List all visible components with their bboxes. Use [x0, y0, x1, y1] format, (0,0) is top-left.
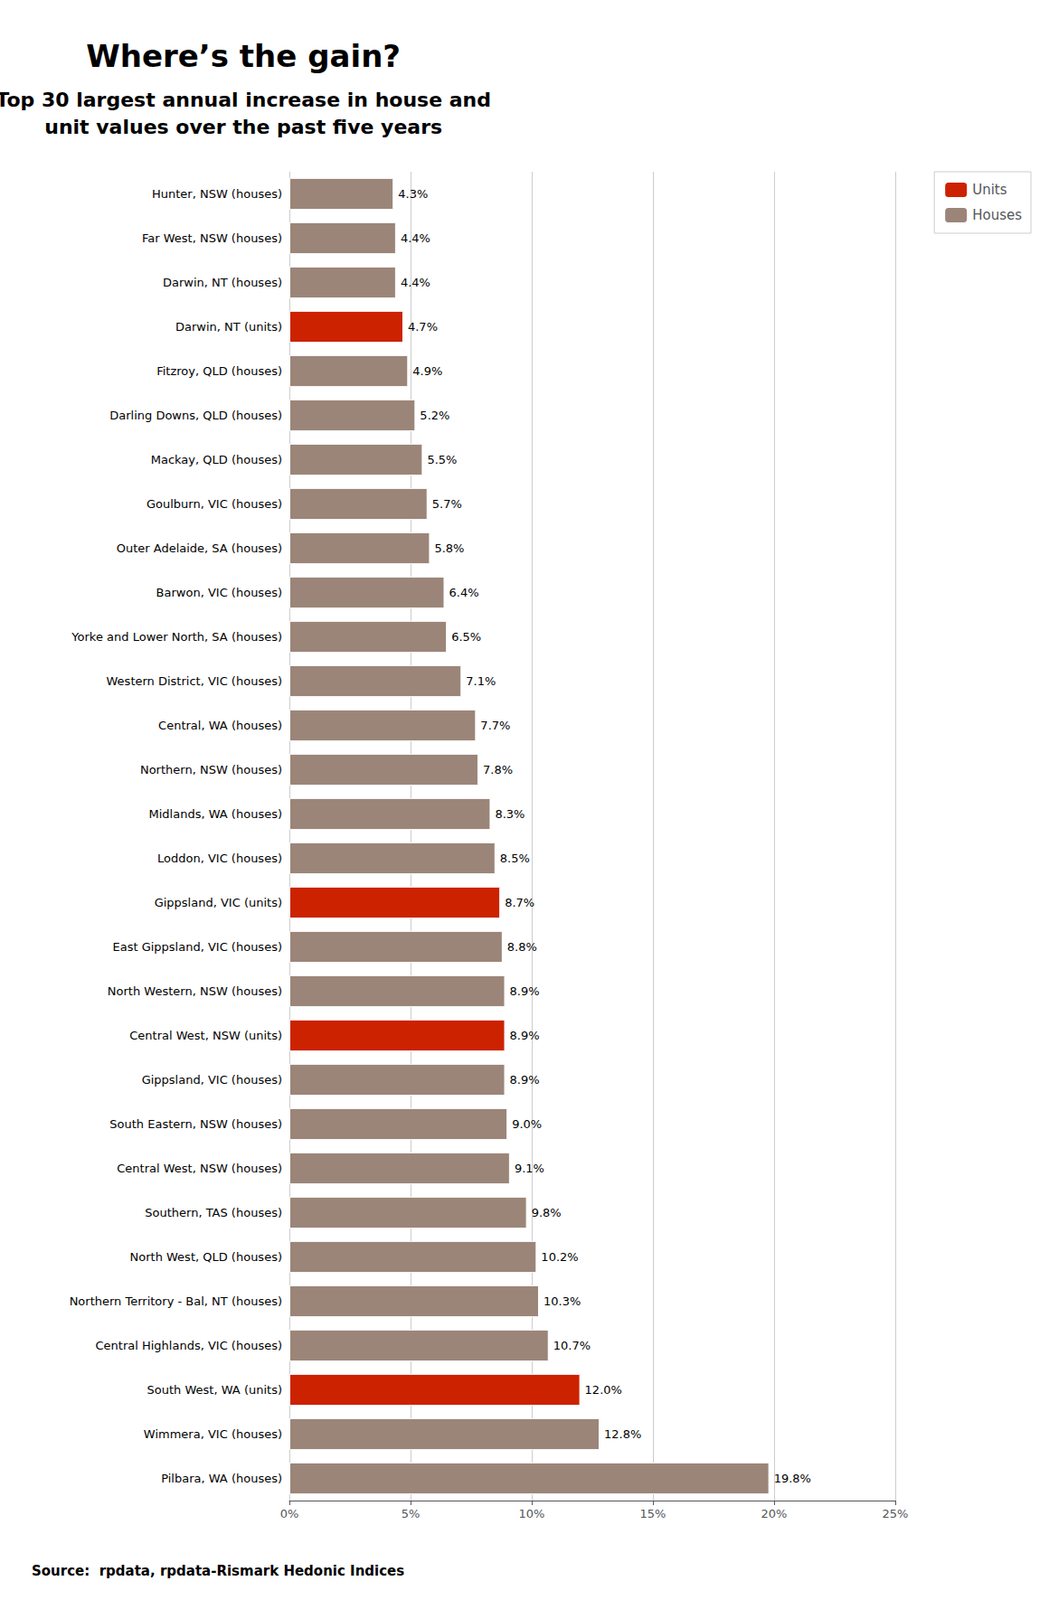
svg-text:Hunter, NSW (houses): Hunter, NSW (houses) — [151, 187, 283, 201]
svg-text:4.4%: 4.4% — [400, 231, 431, 246]
svg-text:8.9%: 8.9% — [510, 1073, 540, 1087]
svg-text:Southern, TAS (houses): Southern, TAS (houses) — [144, 1206, 283, 1220]
svg-text:4.9%: 4.9% — [412, 364, 443, 379]
svg-text:10.2%: 10.2% — [540, 1250, 578, 1265]
svg-text:10.3%: 10.3% — [543, 1294, 581, 1309]
svg-text:25%: 25% — [882, 1507, 909, 1522]
svg-text:5.8%: 5.8% — [434, 541, 464, 556]
svg-text:12.0%: 12.0% — [585, 1383, 623, 1398]
svg-text:9.1%: 9.1% — [514, 1162, 545, 1176]
svg-text:unit values over the past five: unit values over the past five years — [44, 115, 443, 139]
svg-text:Mackay, QLD (houses): Mackay, QLD (houses) — [151, 453, 283, 467]
svg-text:Top 30 largest annual increase: Top 30 largest annual increase in house … — [0, 88, 492, 112]
svg-text:9.0%: 9.0% — [511, 1117, 542, 1132]
svg-text:5.2%: 5.2% — [419, 408, 450, 423]
svg-text:Midlands, WA (houses): Midlands, WA (houses) — [149, 807, 283, 822]
svg-text:Units: Units — [972, 181, 1008, 199]
svg-text:0%: 0% — [280, 1507, 300, 1522]
svg-text:12.8%: 12.8% — [604, 1427, 642, 1442]
svg-text:8.8%: 8.8% — [507, 940, 538, 955]
svg-text:Central, WA (houses): Central, WA (houses) — [158, 718, 283, 733]
svg-text:North West, QLD (houses): North West, QLD (houses) — [130, 1250, 283, 1265]
svg-text:Where’s the gain?: Where’s the gain? — [85, 37, 401, 75]
svg-text:Far West, NSW (houses): Far West, NSW (houses) — [141, 231, 283, 246]
svg-text:Darwin, NT (houses): Darwin, NT (houses) — [162, 275, 283, 290]
svg-text:Yorke and Lower North, SA (hou: Yorke and Lower North, SA (houses) — [70, 630, 283, 644]
svg-text:19.8%: 19.8% — [774, 1472, 812, 1486]
svg-text:8.3%: 8.3% — [494, 807, 525, 822]
svg-text:5.5%: 5.5% — [426, 453, 457, 467]
svg-text:Central Highlands, VIC (houses: Central Highlands, VIC (houses) — [94, 1339, 283, 1353]
svg-text:Outer Adelaide, SA (houses): Outer Adelaide, SA (houses) — [116, 541, 283, 556]
svg-text:15%: 15% — [640, 1507, 667, 1522]
svg-text:Loddon, VIC (houses): Loddon, VIC (houses) — [157, 851, 283, 866]
svg-text:Goulburn, VIC (houses): Goulburn, VIC (houses) — [146, 497, 283, 511]
svg-text:4.7%: 4.7% — [407, 320, 438, 334]
svg-text:7.8%: 7.8% — [482, 763, 513, 777]
svg-text:Northern Territory - Bal, NT (: Northern Territory - Bal, NT (houses) — [69, 1294, 283, 1309]
svg-text:South West, WA (units): South West, WA (units) — [147, 1383, 283, 1398]
svg-text:Central West, NSW (houses): Central West, NSW (houses) — [116, 1162, 283, 1176]
svg-text:8.7%: 8.7% — [504, 896, 535, 910]
svg-text:Fitzroy, QLD (houses): Fitzroy, QLD (houses) — [156, 364, 283, 379]
svg-text:5.7%: 5.7% — [432, 497, 463, 511]
svg-text:East Gippsland, VIC (houses): East Gippsland, VIC (houses) — [112, 940, 283, 955]
svg-text:South Eastern, NSW (houses): South Eastern, NSW (houses) — [109, 1117, 283, 1132]
svg-text:20%: 20% — [761, 1507, 788, 1522]
svg-text:Darwin, NT (units): Darwin, NT (units) — [175, 320, 283, 334]
svg-text:Source: rpdata, rpdata-Rismar: Source: rpdata, rpdata-Rismark Hedonic I… — [31, 1563, 405, 1580]
svg-text:6.4%: 6.4% — [449, 585, 480, 600]
svg-text:Pilbara, WA (houses): Pilbara, WA (houses) — [160, 1472, 283, 1486]
svg-text:4.4%: 4.4% — [400, 275, 431, 290]
svg-text:Gippsland, VIC (houses): Gippsland, VIC (houses) — [141, 1073, 283, 1087]
svg-text:8.9%: 8.9% — [510, 984, 540, 999]
svg-text:Northern, NSW (houses): Northern, NSW (houses) — [140, 763, 283, 777]
svg-text:8.9%: 8.9% — [510, 1029, 540, 1043]
svg-text:5%: 5% — [401, 1507, 421, 1522]
svg-text:9.8%: 9.8% — [531, 1206, 562, 1220]
svg-text:Wimmera, VIC (houses): Wimmera, VIC (houses) — [143, 1427, 283, 1442]
svg-text:North Western, NSW (houses): North Western, NSW (houses) — [107, 984, 283, 999]
svg-text:4.3%: 4.3% — [397, 187, 428, 201]
svg-text:Houses: Houses — [972, 207, 1022, 224]
svg-text:Gippsland, VIC (units): Gippsland, VIC (units) — [154, 896, 283, 910]
svg-text:Western District, VIC (houses): Western District, VIC (houses) — [106, 674, 283, 689]
svg-text:Darling Downs, QLD (houses): Darling Downs, QLD (houses) — [109, 408, 283, 423]
svg-text:10.7%: 10.7% — [553, 1339, 591, 1353]
svg-text:8.5%: 8.5% — [500, 851, 530, 866]
svg-text:Barwon, VIC (houses): Barwon, VIC (houses) — [156, 585, 283, 600]
svg-text:7.7%: 7.7% — [480, 718, 511, 733]
svg-text:7.1%: 7.1% — [465, 674, 496, 689]
svg-text:6.5%: 6.5% — [451, 630, 482, 644]
svg-text:10%: 10% — [519, 1507, 546, 1522]
svg-text:Central West, NSW (units): Central West, NSW (units) — [129, 1029, 283, 1043]
